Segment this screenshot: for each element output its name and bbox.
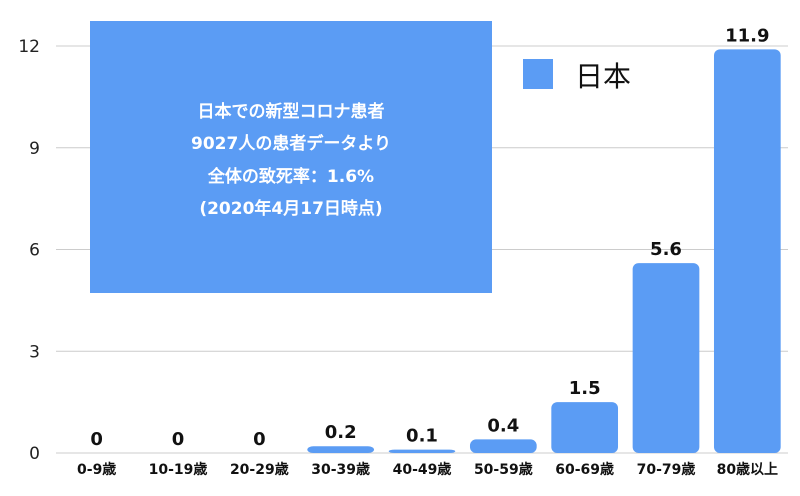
x-tick-label: 60-69歳 [555,461,614,478]
annotation-box [90,21,492,293]
annotation-line: 9027人の患者データより [191,133,391,154]
bar [632,263,700,453]
x-tick-label: 10-19歳 [149,461,208,478]
data-label: 0 [172,429,185,450]
y-tick-label: 9 [29,139,40,159]
data-label: 11.9 [725,25,769,46]
y-tick-label: 6 [29,241,40,261]
annotation-line: 全体の致死率：1.6% [207,166,374,187]
x-tick-label: 80歳以上 [717,461,778,478]
data-label: 0.1 [406,426,438,447]
annotation-line: 日本での新型コロナ患者 [198,101,385,122]
bar [307,446,375,453]
x-tick-label: 20-29歳 [230,461,289,478]
bar [713,49,781,454]
x-tick-label: 70-79歳 [637,461,696,478]
data-label: 0 [253,429,266,450]
x-tick-label: 30-39歳 [311,461,370,478]
bar [388,449,456,453]
data-label: 0.4 [487,415,519,436]
legend-swatch [523,59,553,89]
y-tick-label: 0 [29,444,40,464]
y-tick-label: 3 [29,342,40,362]
annotation-line: (2020年4月17日時点) [199,198,382,219]
bar [469,439,537,453]
data-label: 0 [90,429,103,450]
data-label: 1.5 [569,378,601,399]
x-tick-label: 50-59歳 [474,461,533,478]
data-label: 0.2 [325,422,357,443]
y-tick-label: 12 [18,37,40,57]
data-label: 5.6 [650,239,682,260]
bar [551,402,619,453]
x-tick-label: 40-49歳 [393,461,452,478]
legend-label: 日本 [575,60,631,93]
x-tick-label: 0-9歳 [77,461,116,478]
